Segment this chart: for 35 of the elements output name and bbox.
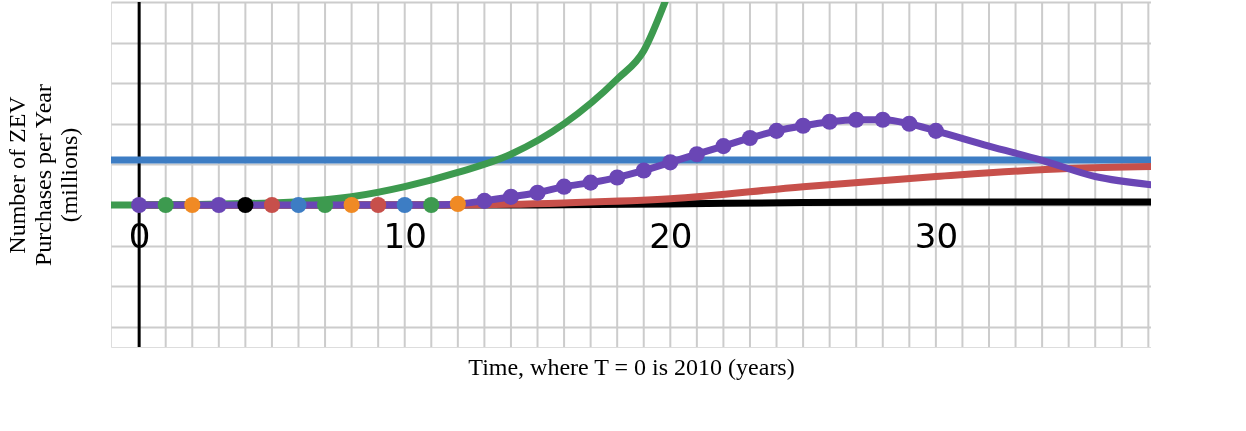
point [715, 138, 732, 155]
point [157, 196, 174, 213]
point [476, 192, 493, 209]
point [343, 196, 360, 213]
point [502, 188, 520, 205]
point [848, 111, 865, 128]
point [635, 162, 652, 179]
point [688, 146, 705, 163]
x-tick-label: 10 [383, 215, 427, 256]
y-axis-title: Number of ZEV Purchases per Year (millions) [3, 84, 82, 266]
point [263, 196, 280, 213]
x-tick-label: 20 [649, 215, 693, 256]
point [237, 196, 254, 213]
point [582, 174, 599, 191]
point [768, 122, 785, 139]
point [927, 122, 944, 139]
point [821, 113, 838, 130]
x-tick-label: 30 [914, 215, 959, 256]
point [795, 117, 812, 134]
point [529, 184, 546, 201]
point [874, 111, 891, 128]
point [662, 154, 679, 171]
point [741, 129, 759, 147]
point [290, 196, 307, 213]
point [184, 196, 201, 213]
point [449, 195, 466, 212]
point [609, 169, 626, 186]
point [210, 196, 227, 213]
point [423, 196, 440, 213]
point [556, 178, 573, 195]
point [396, 196, 413, 213]
point [131, 196, 148, 213]
point [370, 196, 387, 213]
x-axis-title: Time, where T = 0 is 2010 (years) [468, 353, 795, 380]
point [901, 115, 918, 132]
